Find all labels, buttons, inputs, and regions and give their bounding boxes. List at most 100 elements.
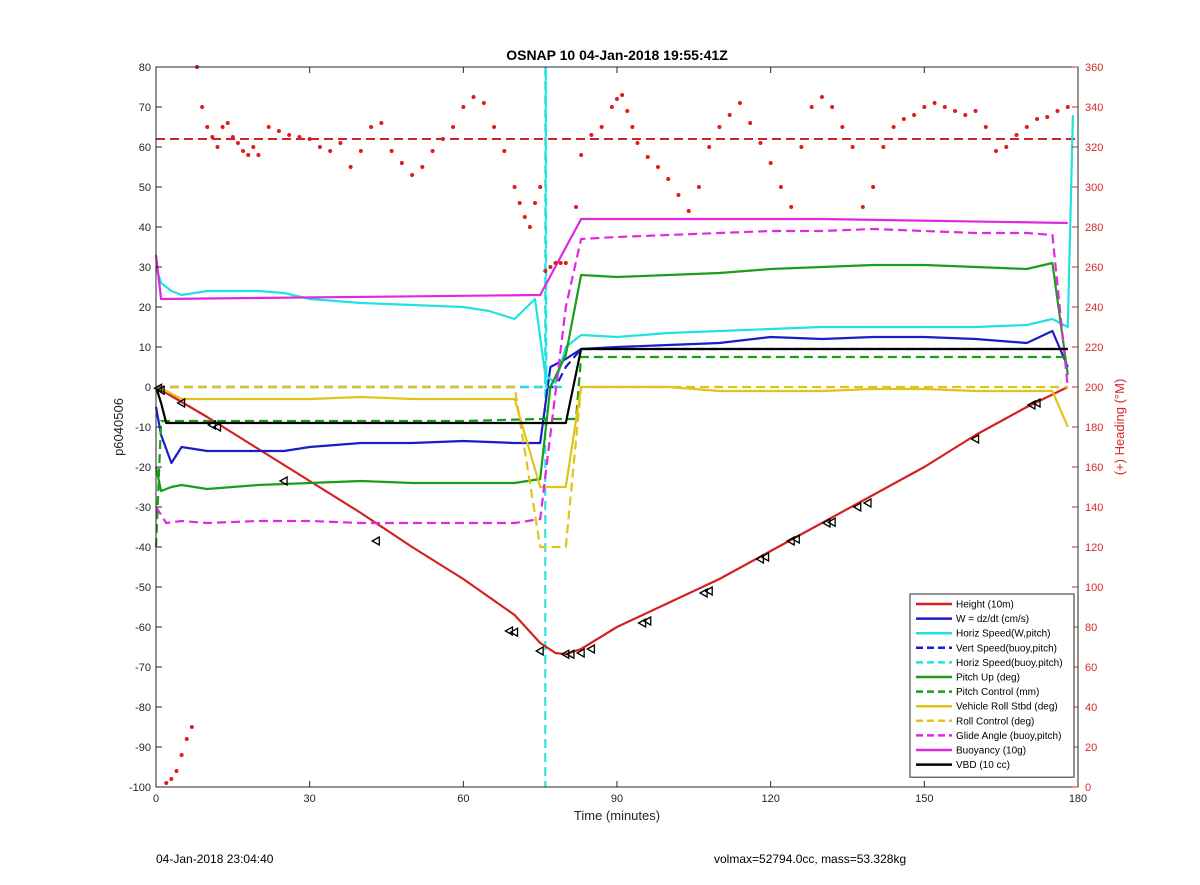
heading-point-92 [932,101,937,105]
series-line-5 [154,261,1069,493]
heading-point-35 [430,149,435,153]
heading-point-22 [297,135,302,139]
y-tick-label-13: -50 [135,582,151,594]
heading-point-104 [1055,109,1060,113]
height-marker-25 [862,497,872,509]
height-marker-16 [698,587,708,599]
y-tick-label-14: -60 [135,622,151,634]
heading-point-41 [492,125,497,129]
y-tick-label-16: -80 [135,702,151,714]
height-marker-12 [575,647,585,659]
right-y-tick-label-6: 240 [1085,302,1103,314]
series-line-4 [156,65,566,389]
x-axis-label: Time (minutes) [574,808,660,823]
x-tick-label-2: 60 [457,793,469,805]
right-y-tick-label-12: 120 [1085,542,1103,554]
legend-label-5: Pitch Up (deg) [956,673,1020,684]
legend-label-6: Pitch Control (mm) [956,687,1039,698]
height-marker-1 [155,385,165,396]
heading-point-83 [840,125,845,129]
y-tick-label-2: 60 [139,142,151,154]
series-line-6 [154,355,1068,548]
right-y-tick-label-17: 20 [1085,742,1097,754]
heading-point-67 [676,193,681,197]
heading-point-38 [461,105,466,109]
footer-timestamp: 04-Jan-2018 23:04:40 [156,852,274,866]
height-marker-26 [970,433,980,445]
heading-point-58 [609,105,614,109]
y-tick-label-11: -30 [135,502,151,514]
heading-point-97 [983,125,988,129]
heading-point-76 [768,161,773,165]
heading-point-24 [317,145,322,149]
heading-point-20 [276,129,281,133]
heading-point-85 [860,205,865,209]
height-marker-5 [278,475,288,487]
heading-point-95 [963,113,968,117]
legend-label-3: Vert Speed(buoy,pitch) [956,643,1057,654]
chart-content [153,65,1078,787]
heading-point-70 [707,145,712,149]
right-y-tick-label-10: 160 [1085,462,1103,474]
y-tick-label-15: -70 [135,662,151,674]
legend: Height (10m) W = dz/dt (cm/s) Horiz Speed(… [909,593,1075,778]
heading-point-78 [789,205,794,209]
x-tick-label-0: 0 [153,793,159,805]
heading-point-12 [225,121,230,125]
heading-point-71 [717,125,722,129]
heading-point-60 [620,93,625,97]
y-axis-label: p6040506 [111,398,126,456]
heading-point-40 [481,101,486,105]
heading-point-77 [778,185,783,189]
heading-point-5 [189,725,194,729]
heading-point-50 [548,265,553,269]
heading-point-72 [727,113,732,117]
heading-point-9 [210,135,215,139]
y-tick-label-4: 40 [139,222,151,234]
heading-point-23 [307,137,312,141]
heading-point-29 [369,125,374,129]
heading-point-21 [287,133,292,137]
height-marker-17 [703,585,713,597]
legend-label-11: VBD (10 cc) [956,760,1010,771]
heading-point-30 [379,121,384,125]
heading-point-94 [953,109,958,113]
heading-point-82 [830,105,835,109]
heading-point-75 [758,141,763,145]
heading-point-74 [748,121,753,125]
x-tick-label-4: 120 [761,793,779,805]
y-tick-label-6: 20 [139,302,151,314]
height-marker-10 [560,649,570,660]
heading-point-101 [1024,125,1029,129]
height-marker-14 [637,617,647,629]
heading-point-88 [891,125,896,129]
series-line-11 [154,347,1068,425]
series-line-7 [155,385,1069,489]
heading-point-65 [655,165,660,169]
height-marker-9 [534,645,544,657]
height-marker-19 [760,551,770,563]
heading-point-90 [912,113,917,117]
heading-point-17 [251,145,256,149]
right-y-tick-label-0: 360 [1085,62,1103,74]
heading-point-11 [220,125,225,129]
y-tick-label-12: -40 [135,542,151,554]
legend-label-1: W = dz/dt (cm/s) [956,614,1029,625]
axis-ticks: 0 30 60 90 120 150 18080706050403020100-10-20-… [129,62,1103,805]
height-marker-4 [212,421,222,433]
heading-point-61 [625,109,630,113]
heading-point-59 [615,97,619,101]
y-tick-label-18: -100 [129,782,151,794]
y-tick-label-0: 80 [139,62,151,74]
heading-point-81 [819,95,824,99]
series-line-2 [154,114,1074,385]
heading-point-28 [358,149,363,153]
heading-point-79 [799,145,804,149]
right-y-tick-label-3: 300 [1085,182,1103,194]
right-y-tick-label-1: 340 [1085,102,1103,114]
right-y-tick-label-15: 60 [1085,662,1097,674]
y-tick-label-5: 30 [139,262,151,274]
heading-point-103 [1045,115,1050,119]
right-y-tick-label-5: 260 [1085,262,1103,274]
heading-point-57 [599,125,604,129]
